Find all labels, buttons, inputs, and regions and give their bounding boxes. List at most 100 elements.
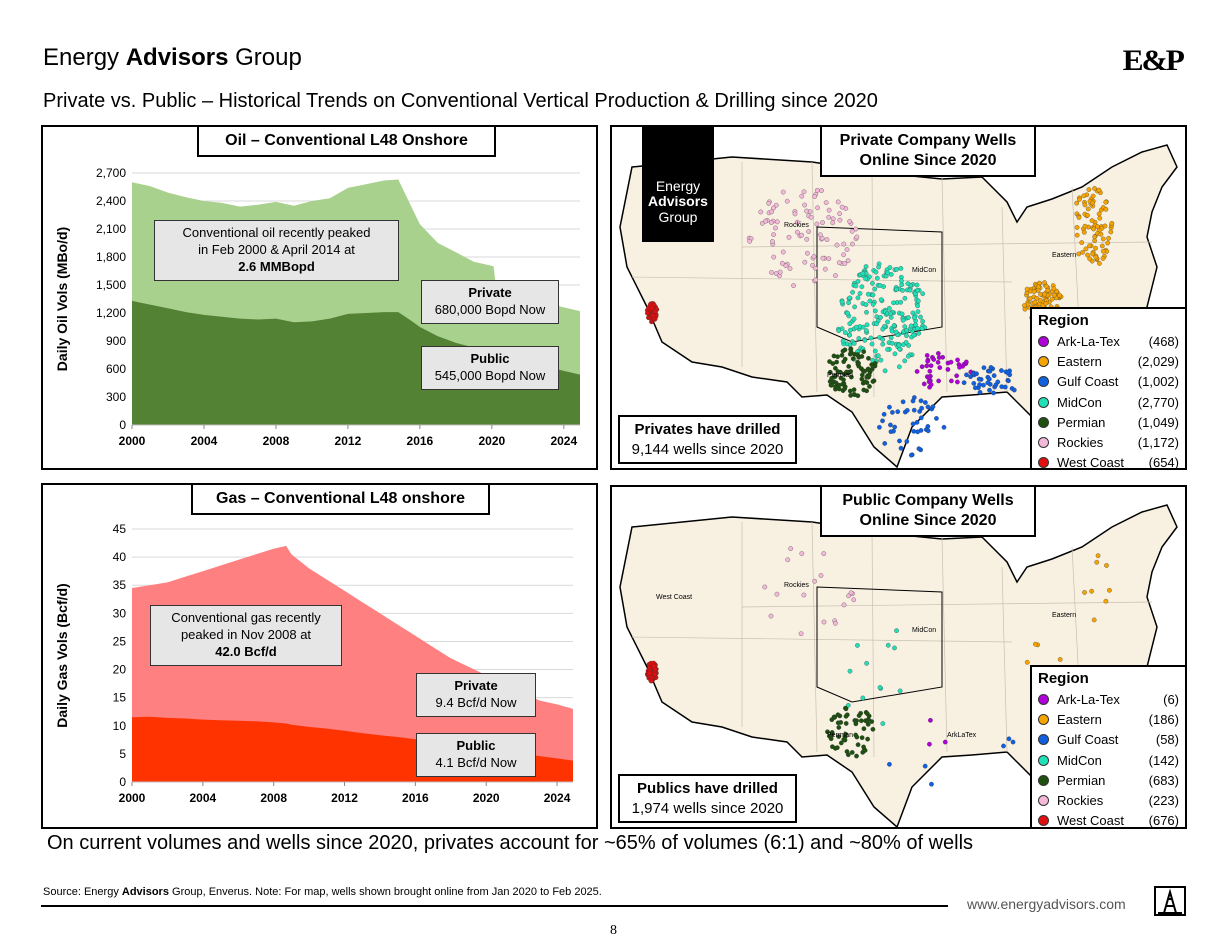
- well-dot: [836, 734, 842, 739]
- well-dot: [769, 270, 774, 275]
- well-dot: [920, 291, 926, 297]
- well-dot: [812, 194, 817, 199]
- well-dot: [833, 373, 839, 378]
- well-dot: [880, 418, 885, 424]
- well-dot: [877, 685, 883, 690]
- region-label: Rockies: [784, 222, 809, 229]
- well-dot: [826, 207, 832, 213]
- ep-logo: E&P: [1122, 44, 1185, 77]
- well-dot: [925, 358, 931, 364]
- well-dot: [855, 279, 861, 284]
- well-dot: [972, 385, 978, 391]
- well-dot: [847, 388, 853, 394]
- well-dot: [865, 721, 871, 727]
- well-dot: [896, 342, 902, 348]
- well-dot: [811, 254, 817, 259]
- well-dot: [911, 315, 917, 320]
- well-dot: [928, 717, 933, 723]
- state-border: [1001, 566, 1008, 753]
- well-dot: [863, 264, 869, 269]
- well-dot: [847, 219, 852, 224]
- x-tick-label: 2008: [263, 434, 290, 448]
- well-dot: [848, 327, 853, 333]
- well-dot: [1090, 200, 1095, 206]
- well-dot: [853, 324, 859, 330]
- legend-region: Ark-La-Tex: [1057, 333, 1120, 349]
- well-dot: [1074, 200, 1079, 206]
- legend-count: (142): [1148, 752, 1179, 768]
- region-border: [816, 586, 943, 703]
- well-dot: [874, 275, 880, 281]
- well-dot: [1100, 256, 1106, 261]
- well-dot: [1082, 590, 1087, 595]
- well-dot: [848, 349, 854, 355]
- well-dot: [913, 322, 918, 328]
- y-axis-label: Daily Gas Vols (Bcf/d): [54, 583, 70, 727]
- well-dot: [848, 590, 854, 596]
- well-dot: [864, 309, 869, 315]
- well-dot: [842, 384, 848, 390]
- well-dot: [1083, 246, 1089, 252]
- well-dot: [1104, 563, 1109, 568]
- note-text: 1,974 wells since 2020: [631, 799, 784, 817]
- y-tick-label: 300: [106, 390, 126, 404]
- note-bold: Privates have drilled: [634, 421, 781, 438]
- well-dot: [651, 663, 657, 669]
- legend-region: Eastern: [1057, 353, 1102, 369]
- well-dot: [787, 266, 793, 271]
- well-dot: [777, 269, 783, 275]
- well-dot: [771, 205, 776, 211]
- well-dot: [1103, 206, 1109, 212]
- well-dot: [1043, 301, 1049, 306]
- private-wells-map: West Coast Rockies MidCon Permian Eastern En…: [610, 125, 1187, 470]
- well-dot: [1087, 243, 1092, 249]
- well-dot: [855, 352, 860, 357]
- well-dot: [861, 726, 867, 732]
- well-dot: [841, 602, 847, 608]
- well-dot: [1091, 617, 1097, 623]
- watermark-text: Energy: [655, 178, 701, 194]
- well-dot: [927, 368, 933, 374]
- well-dot: [839, 299, 845, 305]
- well-dot: [833, 273, 838, 278]
- region-label: Eastern: [1052, 612, 1076, 619]
- website-link[interactable]: www.energyadvisors.com: [967, 896, 1126, 912]
- well-dot: [843, 713, 849, 719]
- well-dot: [1097, 261, 1102, 266]
- well-dot: [1042, 291, 1048, 297]
- map-title-line: Online Since 2020: [859, 152, 997, 169]
- y-tick-label: 40: [113, 550, 127, 564]
- legend-item: Permian (1,049): [1038, 412, 1179, 432]
- well-dot: [838, 369, 843, 375]
- well-dot: [920, 319, 926, 324]
- well-dot: [836, 328, 842, 334]
- note-bold: Publics have drilled: [637, 780, 778, 797]
- well-dot: [897, 364, 902, 370]
- gas-chart-title: Gas – Conventional L48 onshore: [191, 483, 490, 515]
- legend-item: Eastern (186): [1038, 709, 1179, 729]
- well-dot: [831, 353, 837, 359]
- well-dot: [991, 390, 996, 396]
- well-dot: [934, 416, 939, 421]
- legend-count: (683): [1148, 772, 1179, 788]
- well-dot: [940, 354, 946, 360]
- y-tick-label: 1,200: [96, 306, 126, 320]
- well-dot: [869, 341, 875, 347]
- well-dot: [974, 371, 979, 377]
- well-dot: [840, 338, 846, 344]
- well-dot: [847, 668, 853, 674]
- well-dot: [911, 332, 917, 338]
- well-dot: [826, 214, 832, 220]
- state-border: [871, 531, 875, 758]
- well-dot: [1051, 286, 1057, 292]
- well-dot: [885, 642, 891, 648]
- well-dot: [888, 422, 893, 428]
- well-dot: [823, 200, 829, 205]
- legend-dot-icon: [1038, 416, 1049, 428]
- legend-count: (654): [1148, 455, 1179, 471]
- well-dot: [859, 354, 865, 359]
- region-legend: Region Ark-La-Tex (468) Eastern (2,029) Gulf …: [1030, 307, 1187, 470]
- well-dot: [856, 713, 862, 718]
- well-dot: [651, 313, 656, 319]
- callout-text: in Feb 2000 & April 2014 at: [198, 241, 355, 257]
